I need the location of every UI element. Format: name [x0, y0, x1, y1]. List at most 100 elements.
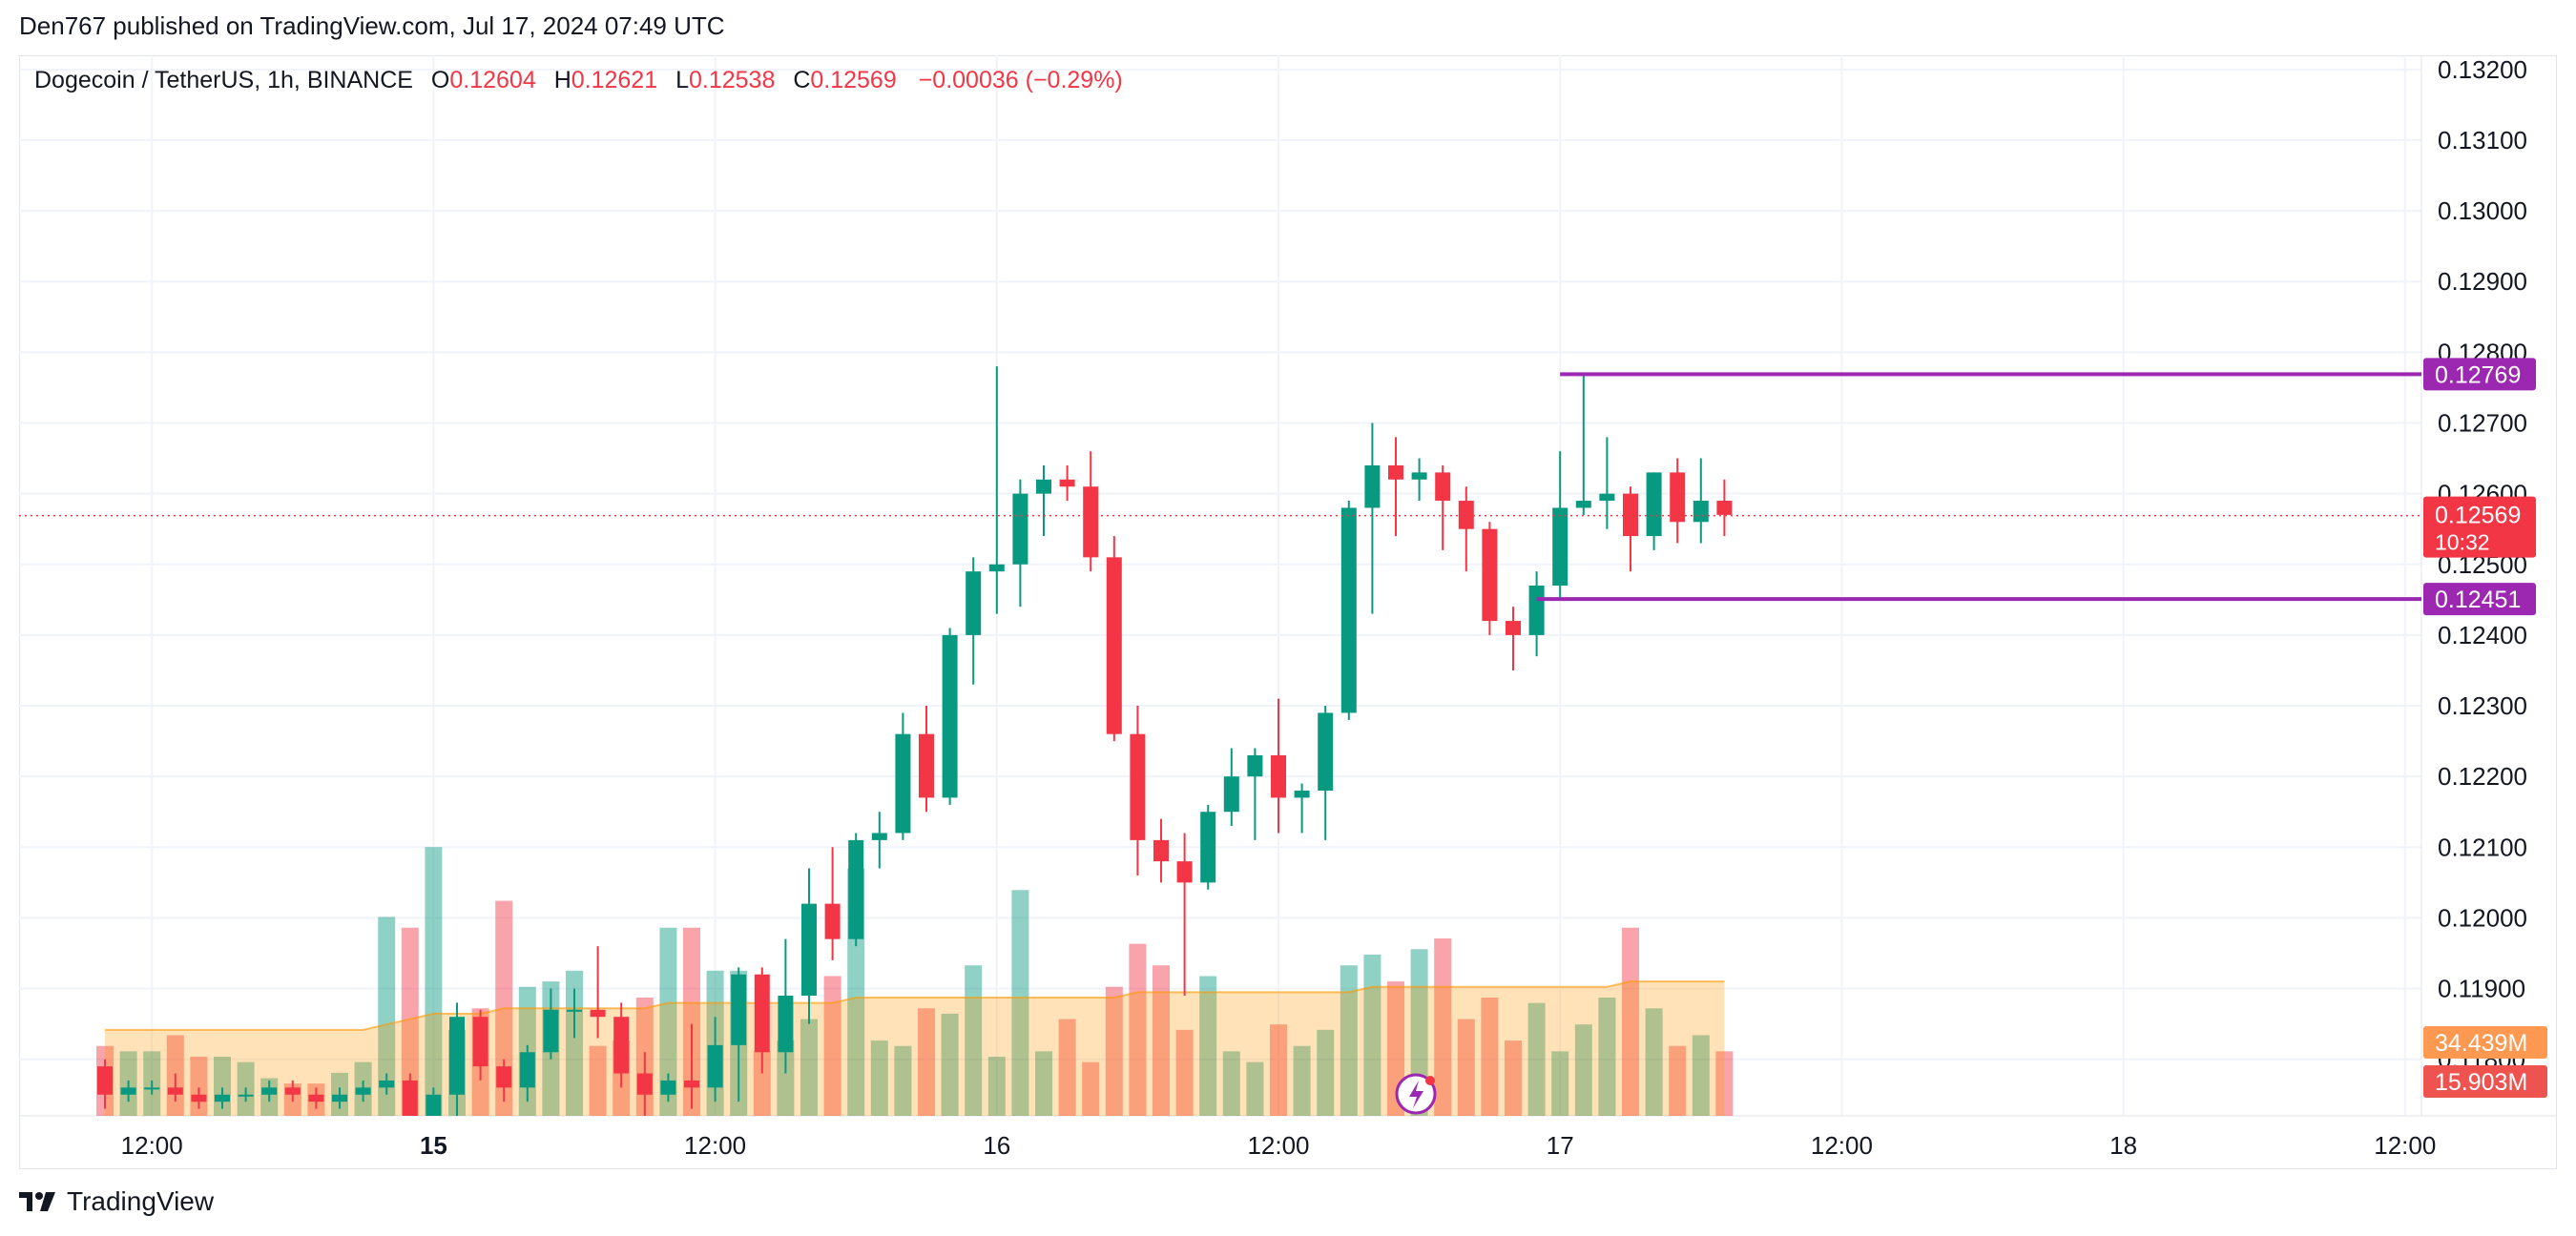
candle-body[interactable] [543, 1009, 559, 1053]
legend-symbol[interactable]: Dogecoin / TetherUS, 1h, BINANCE [34, 67, 413, 93]
y-axis-tick-label: 0.12700 [2438, 408, 2527, 437]
candle-body[interactable] [1153, 839, 1169, 862]
candle-body[interactable] [519, 1052, 535, 1088]
candle-body[interactable] [731, 974, 747, 1045]
candle-body[interactable] [1716, 501, 1733, 515]
candle-body[interactable] [1458, 501, 1474, 529]
level-price-tag [2423, 583, 2536, 616]
candle-body[interactable] [942, 634, 958, 798]
legend-open-value: 0.12604 [449, 67, 536, 93]
x-axis-tick-label: 18 [2109, 1131, 2137, 1160]
level-price-label: 0.12769 [2435, 361, 2521, 388]
candle-body[interactable] [754, 974, 770, 1053]
candle-body[interactable] [636, 1073, 653, 1095]
candle-body[interactable] [707, 1044, 723, 1088]
candle-body[interactable] [988, 564, 1005, 572]
volume-value-tag [2423, 1065, 2547, 1098]
candle-body[interactable] [590, 1009, 606, 1018]
candle-body[interactable] [778, 995, 794, 1053]
candle-body[interactable] [284, 1087, 301, 1095]
candle-body[interactable] [684, 1080, 699, 1088]
candle-body[interactable] [1200, 812, 1216, 883]
candle-body[interactable] [97, 1066, 113, 1095]
candle-body[interactable] [167, 1087, 183, 1095]
candle-body[interactable] [1552, 507, 1568, 586]
candle-body[interactable] [1670, 472, 1686, 523]
candle-body[interactable] [895, 733, 911, 834]
chart-frame[interactable] [19, 55, 2557, 1169]
candle-body[interactable] [1528, 586, 1545, 635]
candle-body[interactable] [402, 1080, 418, 1123]
candle-body[interactable] [1083, 486, 1099, 558]
volume-bar [1622, 927, 1639, 1116]
volume-bar [1175, 1029, 1194, 1116]
last-price-tag [2423, 496, 2536, 558]
volume-bar [1340, 965, 1358, 1116]
candle-body[interactable] [449, 1017, 465, 1095]
legend-low-value: 0.12538 [688, 67, 776, 93]
candle-body[interactable] [191, 1094, 207, 1102]
volume-bar [894, 1045, 912, 1116]
candle-body[interactable] [1247, 754, 1263, 777]
candle-body[interactable] [1318, 712, 1334, 791]
candle-body[interactable] [1482, 528, 1498, 622]
candle-body[interactable] [801, 903, 817, 996]
x-axis-tick-label: 17 [1547, 1131, 1574, 1160]
volume-bar [1317, 1029, 1335, 1116]
volume-bar [401, 927, 419, 1116]
y-axis-tick-label: 0.13100 [2438, 126, 2527, 154]
candle-body[interactable] [144, 1087, 160, 1090]
candle-body[interactable] [871, 833, 887, 840]
volume-bar [1645, 1008, 1663, 1116]
candle-body[interactable] [1599, 493, 1615, 502]
candle-body[interactable] [1106, 557, 1122, 734]
candle-body[interactable] [1223, 776, 1239, 813]
price-chart[interactable]: 0.132000.131000.130000.129000.128000.127… [0, 0, 2576, 1173]
candle-body[interactable] [1623, 493, 1638, 537]
y-axis-tick-label: 0.13200 [2438, 55, 2527, 84]
candle-body[interactable] [1059, 479, 1075, 487]
candle-body[interactable] [496, 1066, 512, 1088]
candle-body[interactable] [355, 1087, 371, 1095]
candle-body[interactable] [1575, 501, 1591, 508]
candle-body[interactable] [613, 1017, 630, 1074]
candle-body[interactable] [379, 1080, 395, 1088]
candle-body[interactable] [824, 903, 841, 939]
y-axis-tick-label: 0.12900 [2438, 267, 2527, 296]
candle-body[interactable] [120, 1087, 136, 1095]
candle-body[interactable] [472, 1017, 488, 1067]
volume-bar [1082, 1061, 1100, 1116]
candle-body[interactable] [1271, 754, 1286, 798]
candle-body[interactable] [238, 1094, 254, 1097]
candle-body[interactable] [1340, 507, 1357, 713]
footer-brand[interactable]: TradingView [19, 1186, 214, 1217]
candle-body[interactable] [919, 733, 934, 798]
candle-body[interactable] [1012, 493, 1028, 565]
candle-body[interactable] [966, 571, 982, 635]
candle-body[interactable] [660, 1080, 676, 1095]
volume-bar [1270, 1024, 1287, 1116]
volume-bar [1153, 965, 1170, 1116]
ohlc-legend: Dogecoin / TetherUS, 1h, BINANCE O0.1260… [34, 67, 1123, 94]
volume-bar [1105, 986, 1123, 1116]
candle-body[interactable] [1130, 733, 1146, 840]
candle-body[interactable] [567, 1009, 582, 1012]
volume-bar [1527, 1002, 1546, 1116]
candle-body[interactable] [1435, 472, 1451, 502]
candle-body[interactable] [1693, 501, 1709, 523]
candle-body[interactable] [1364, 464, 1381, 508]
candle-body[interactable] [1506, 621, 1521, 635]
candle-body[interactable] [215, 1094, 230, 1102]
x-axis-tick-label: 16 [983, 1131, 1010, 1160]
candle-body[interactable] [332, 1094, 347, 1102]
candle-body[interactable] [1646, 472, 1662, 537]
candle-body[interactable] [1036, 479, 1051, 494]
candle-body[interactable] [426, 1094, 442, 1123]
candle-body[interactable] [1411, 472, 1427, 480]
candle-body[interactable] [261, 1087, 278, 1095]
candle-body[interactable] [1294, 790, 1310, 798]
candle-body[interactable] [1388, 464, 1403, 480]
candle-body[interactable] [308, 1094, 324, 1102]
candle-body[interactable] [1176, 861, 1193, 883]
candle-body[interactable] [848, 839, 864, 939]
